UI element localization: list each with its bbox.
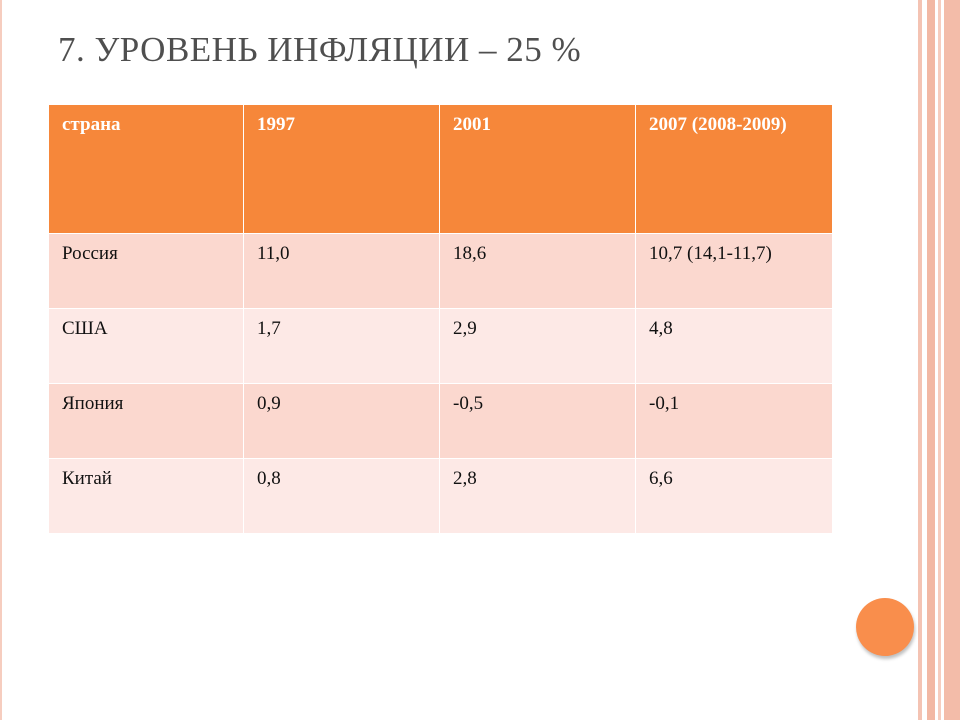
- table-cell: 0,8: [243, 458, 440, 534]
- decorative-stripe: [938, 0, 941, 720]
- left-edge-decoration: [0, 0, 2, 720]
- orange-circle-icon: [856, 598, 914, 656]
- inflation-table: страна 1997 2001 2007 (2008-2009) Россия…: [48, 104, 833, 534]
- table-cell: Китай: [48, 458, 244, 534]
- slide-title: 7. УРОВЕНЬ ИНФЛЯЦИИ – 25 %: [58, 30, 582, 69]
- header-cell-1997: 1997: [243, 104, 440, 234]
- table-cell: -0,5: [439, 383, 636, 459]
- table-cell: 2,9: [439, 308, 636, 384]
- table-row: США 1,7 2,9 4,8: [48, 308, 833, 384]
- decorative-stripe: [927, 0, 935, 720]
- table-header-row: страна 1997 2001 2007 (2008-2009): [48, 104, 833, 234]
- table-cell: 11,0: [243, 233, 440, 309]
- table-cell: США: [48, 308, 244, 384]
- table-cell: 18,6: [439, 233, 636, 309]
- table-row: Япония 0,9 -0,5 -0,1: [48, 383, 833, 459]
- table-cell: 4,8: [635, 308, 833, 384]
- table-row: Китай 0,8 2,8 6,6: [48, 458, 833, 534]
- table-cell: 10,7 (14,1-11,7): [635, 233, 833, 309]
- table-cell: 1,7: [243, 308, 440, 384]
- table-cell: Япония: [48, 383, 244, 459]
- table-cell: 0,9: [243, 383, 440, 459]
- table-row: Россия 11,0 18,6 10,7 (14,1-11,7): [48, 233, 833, 309]
- header-cell-country: страна: [48, 104, 244, 234]
- decorative-stripe: [918, 0, 922, 720]
- header-cell-2001: 2001: [439, 104, 636, 234]
- table-cell: -0,1: [635, 383, 833, 459]
- table-cell: Россия: [48, 233, 244, 309]
- header-cell-2007: 2007 (2008-2009): [635, 104, 833, 234]
- decorative-stripe: [944, 0, 960, 720]
- table-cell: 6,6: [635, 458, 833, 534]
- table-cell: 2,8: [439, 458, 636, 534]
